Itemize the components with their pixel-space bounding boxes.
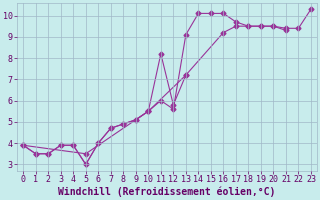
X-axis label: Windchill (Refroidissement éolien,°C): Windchill (Refroidissement éolien,°C) bbox=[58, 187, 276, 197]
